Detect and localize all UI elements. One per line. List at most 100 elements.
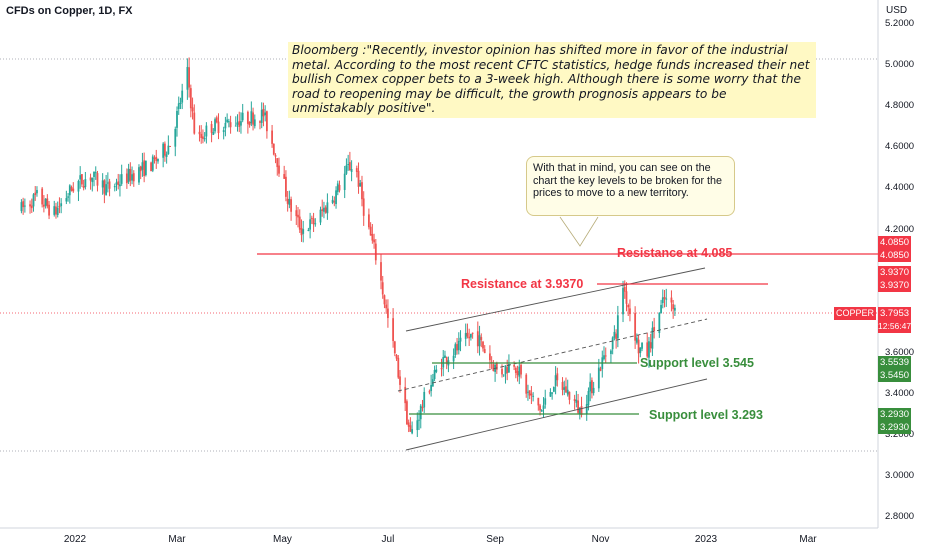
candle-body — [129, 169, 132, 181]
x-tick-label: Sep — [486, 534, 504, 545]
candle-body — [649, 342, 652, 349]
candle-body — [554, 375, 557, 386]
candle-body — [72, 188, 75, 192]
y-tick-label: 3.0000 — [885, 470, 915, 482]
candle-body — [373, 239, 375, 243]
candle-body — [469, 333, 472, 338]
candle-body — [176, 110, 178, 128]
candle-body — [227, 121, 230, 123]
candle-body — [241, 112, 244, 121]
candle-body — [79, 175, 82, 180]
candle-body — [236, 122, 239, 125]
candle-body — [518, 366, 521, 377]
candle-body — [34, 192, 37, 195]
candle-body — [338, 185, 341, 191]
candle-body — [670, 297, 673, 303]
candle-body — [563, 387, 566, 390]
candle-body — [188, 67, 191, 88]
candle-body — [516, 371, 519, 376]
y-tick-label: 3.4000 — [885, 388, 915, 400]
candle-body — [179, 102, 182, 104]
candle-body — [480, 337, 483, 340]
x-tick-label: 2022 — [63, 534, 87, 545]
price-tag-r2-bottom: 3.9370 — [878, 279, 911, 292]
candle-body — [153, 157, 156, 159]
candle-body — [387, 308, 389, 319]
candle-body — [77, 181, 80, 192]
y-tick-label: 4.4000 — [885, 182, 915, 194]
candle-body — [44, 198, 47, 206]
candle-body — [169, 145, 171, 147]
candle-body — [94, 172, 97, 174]
candle-body — [335, 190, 337, 205]
candle-body — [189, 88, 192, 109]
candle-body — [361, 182, 363, 200]
candle-body — [471, 332, 474, 334]
candle-body — [616, 315, 619, 339]
candle-body — [591, 380, 593, 394]
candle-body — [41, 188, 44, 205]
candle-body — [482, 341, 484, 349]
symbol-tag: COPPER — [834, 307, 876, 320]
candle-body — [310, 217, 313, 219]
candle-body — [622, 287, 624, 315]
candle-body — [440, 368, 443, 370]
candle-body — [53, 206, 56, 215]
candle-body — [331, 199, 334, 203]
candle-body — [214, 119, 216, 132]
candle-body — [575, 399, 578, 403]
candle-body — [125, 173, 128, 184]
candles — [20, 57, 676, 437]
candle-body — [167, 145, 170, 155]
candle-body — [295, 210, 298, 217]
candle-body — [113, 186, 116, 188]
candle-body — [599, 369, 602, 371]
channel-mid-line — [397, 318, 708, 392]
candle-body — [362, 198, 365, 216]
candle-body — [252, 112, 254, 125]
candle-body — [350, 169, 353, 172]
candle-body — [250, 111, 253, 124]
candle-body — [383, 295, 386, 305]
candle-body — [48, 204, 50, 216]
callout-note: With that in mind, you can see on the ch… — [526, 156, 735, 216]
candle-body — [552, 386, 555, 392]
candle-body — [520, 364, 522, 375]
y-tick-label: 5.0000 — [885, 59, 915, 71]
candle-body — [359, 183, 362, 187]
candle-body — [404, 386, 407, 404]
candle-body — [68, 185, 71, 196]
candle-body — [399, 376, 401, 385]
candle-body — [103, 180, 106, 194]
candle-body — [597, 367, 600, 389]
candle-body — [246, 111, 249, 124]
candle-body — [585, 404, 588, 415]
candle-body — [648, 341, 650, 358]
candle-body — [430, 385, 433, 392]
candle-body — [381, 282, 384, 295]
candle-body — [186, 67, 189, 90]
candle-body — [409, 425, 412, 432]
candle-body — [117, 181, 120, 186]
candle-body — [278, 165, 280, 174]
candle-body — [615, 333, 618, 340]
price-tag-r1-top: 4.0850 — [878, 236, 911, 249]
candle-body — [504, 365, 507, 374]
candle-body — [157, 159, 159, 162]
candle-body — [464, 333, 467, 339]
candle-body — [573, 399, 576, 401]
candle-body — [653, 327, 656, 331]
candle-body — [492, 364, 495, 372]
candle-body — [456, 344, 458, 351]
y-tick-label: 2.8000 — [885, 511, 915, 523]
candle-body — [312, 218, 315, 225]
candle-body — [174, 128, 177, 147]
candle-body — [525, 374, 528, 394]
candle-body — [604, 355, 607, 357]
candle-body — [314, 223, 317, 225]
candle-body — [181, 90, 184, 103]
y-tick-label: 4.2000 — [885, 223, 915, 235]
candle-body — [468, 336, 471, 339]
candle-body — [514, 367, 517, 373]
candle-body — [283, 174, 286, 179]
